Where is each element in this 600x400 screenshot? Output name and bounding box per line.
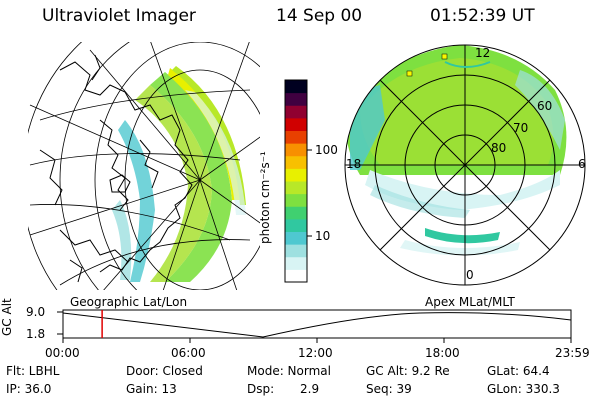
time-tick-1200: 12:00 (298, 346, 333, 360)
colorbar-swatch (285, 269, 307, 283)
colorbar-swatch (285, 155, 307, 169)
colorbar-swatch (285, 231, 307, 245)
time-tick-1800: 18:00 (425, 346, 460, 360)
status-door: Door: Closed (126, 364, 203, 378)
status-filter: Flt: LBHL (6, 364, 60, 378)
colorbar-swatch (285, 105, 307, 119)
lat-label-70: 70 (513, 121, 529, 135)
colorbar-swatch (285, 256, 307, 270)
status-dsp-label: Dsp: (247, 382, 275, 396)
altitude-axis-label: GC Alt (0, 298, 14, 336)
colorbar-swatch (285, 244, 307, 258)
time-tick-0000: 00:00 (45, 346, 80, 360)
polar-aurora-plot (344, 44, 586, 286)
altitude-tick-low: 1.8 (26, 327, 46, 341)
instrument-title: Ultraviolet Imager (42, 6, 196, 26)
colorbar-swatch (285, 181, 307, 195)
mlt-label-18: 18 (346, 157, 362, 171)
geo-map-area (28, 42, 260, 290)
colorbar-swatch (285, 206, 307, 220)
colorbar-swatch (285, 80, 307, 94)
mlt-label-0: 0 (466, 268, 474, 282)
status-glat: GLat: 64.4 (487, 364, 550, 378)
colorbar-swatch (285, 218, 307, 232)
status-ip: IP: 36.0 (6, 382, 52, 396)
mlt-label-12: 12 (475, 46, 491, 60)
lat-label-60: 60 (537, 99, 553, 113)
lat-label-80: 80 (491, 141, 507, 155)
status-glon: GLon: 330.3 (487, 382, 560, 396)
colorbar-swatch (285, 143, 307, 157)
geographic-projection-label: Geographic Lat/Lon (70, 295, 188, 309)
colorbar-frame (284, 79, 308, 283)
colorbar-swatch (285, 130, 307, 144)
observation-date: 14 Sep 00 (276, 6, 363, 26)
colorbar-swatch (285, 92, 307, 106)
status-dsp-value: 2.9 (300, 382, 320, 396)
apex-projection-label: Apex MLat/MLT (425, 295, 515, 309)
colorbar-tick-10: 10 (315, 229, 331, 243)
altitude-track-plot (57, 309, 572, 343)
observation-time: 01:52:39 UT (430, 6, 535, 26)
status-mode: Mode: Normal (247, 364, 331, 378)
colorbar-swatch (285, 193, 307, 207)
status-gc-alt: GC Alt: 9.2 Re (366, 364, 450, 378)
status-gain: Gain: 13 (126, 382, 177, 396)
colorbar-swatch (285, 168, 307, 182)
altitude-tick-high: 9.0 (26, 305, 46, 319)
colorbar-swatch (285, 117, 307, 131)
time-tick-2359: 23:59 (555, 346, 590, 360)
time-tick-0600: 06:00 (171, 346, 206, 360)
mlt-label-6: 6 (578, 157, 586, 171)
colorbar-unit-label: photon cm⁻²s⁻¹ (258, 151, 272, 244)
colorbar-tick-100: 100 (315, 143, 338, 157)
status-seq: Seq: 39 (366, 382, 412, 396)
colorbar (284, 79, 312, 283)
